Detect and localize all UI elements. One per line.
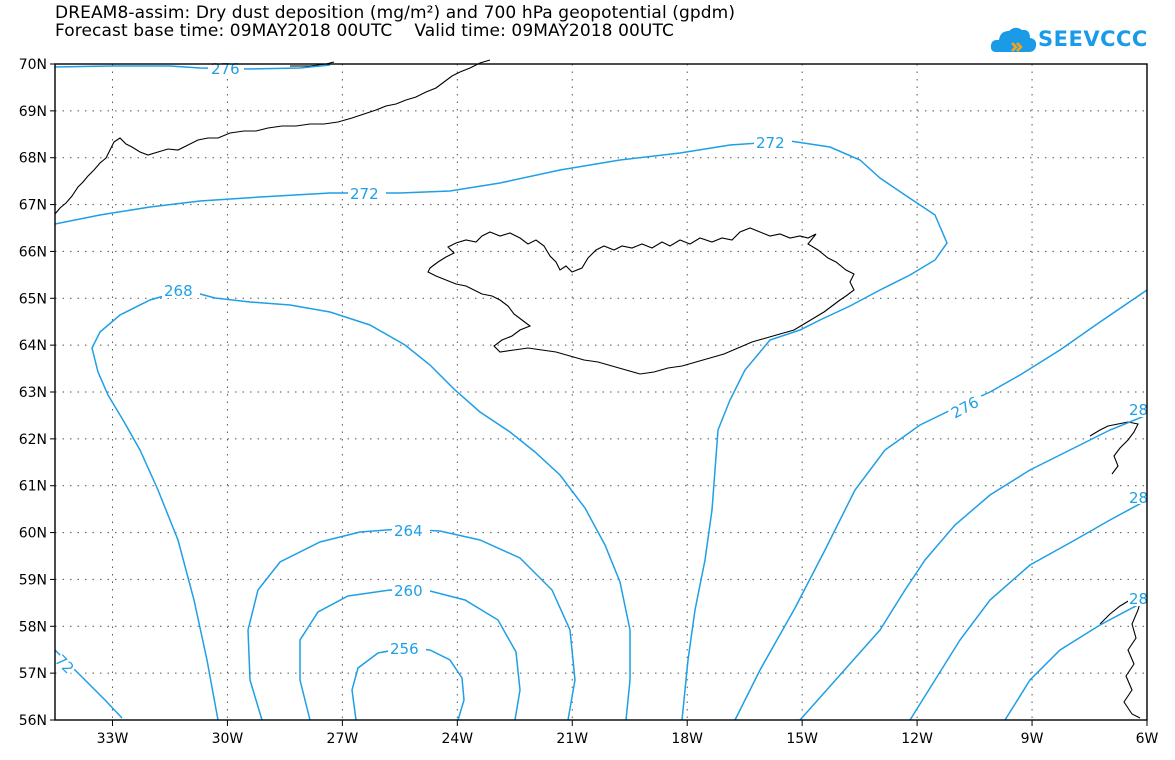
cloud-icon: [990, 27, 1037, 52]
lon-label: 12W: [901, 731, 933, 747]
contour-268-east: [184, 289, 631, 721]
lat-label: 64N: [19, 338, 47, 354]
latitude-axis: 70N 69N 68N 67N 66N 65N 64N 63N 62N 61N 60N 59N 58N 5…: [19, 57, 55, 729]
chart-title-line-2: Forecast base time: 09MAY2018 00UTC Vali…: [55, 21, 674, 41]
lat-label: 65N: [19, 291, 47, 307]
lat-label: 56N: [19, 713, 47, 729]
contour-label-272-west: 272: [350, 185, 379, 203]
lat-label: 61N: [19, 479, 47, 495]
lat-label: 59N: [19, 572, 47, 588]
lat-label: 58N: [19, 619, 47, 635]
lat-label: 60N: [19, 526, 47, 542]
lon-label: 15W: [786, 731, 818, 747]
contour-label-276-top: 276: [211, 60, 240, 78]
graticule: [55, 64, 1147, 720]
longitude-axis: 33W 30W 27W 24W 21W 18W 15W 12W 9W 6W: [97, 720, 1159, 747]
lat-label: 63N: [19, 385, 47, 401]
map-frame: [54, 63, 1148, 721]
lon-label: 33W: [97, 731, 129, 747]
contour-labels: 276 272 272 268 264 260 256 276 72 28 28…: [51, 60, 1148, 678]
chart-title-line-1: DREAM8-assim: Dry dust deposition (mg/m²…: [55, 3, 736, 23]
lat-label: 67N: [19, 198, 47, 214]
contour-28x-a: [799, 414, 1148, 721]
contour-272-north: [54, 140, 948, 721]
norway-coast-north: [1089, 421, 1139, 475]
contour-28x-c: [1004, 599, 1148, 721]
norway-coast-south: [1099, 595, 1143, 719]
contour-label-272-north: 272: [756, 134, 785, 152]
contour-label-256: 256: [390, 640, 419, 658]
contour-28x-b: [909, 499, 1148, 721]
lon-label: 24W: [441, 731, 473, 747]
contour-276-top: [54, 64, 331, 70]
lon-label: 30W: [212, 731, 244, 747]
greenland-coast-top: [290, 61, 335, 67]
logo-text: SEEVCCC: [1038, 27, 1148, 51]
lon-label: 18W: [671, 731, 703, 747]
contour-label-28-a: 28: [1129, 401, 1148, 419]
lon-label: 6W: [1136, 731, 1159, 747]
contour-label-260: 260: [394, 582, 423, 600]
iceland-coast: [427, 227, 855, 375]
lon-label: 21W: [556, 731, 588, 747]
contour-label-28-b: 28: [1129, 489, 1148, 507]
lat-label: 57N: [19, 666, 47, 682]
contour-label-264: 264: [394, 522, 423, 540]
lat-label: 69N: [19, 104, 47, 120]
contour-276-east: [734, 289, 1148, 721]
contour-264: [247, 528, 576, 721]
contour-label-268: 268: [164, 282, 193, 300]
contour-256: [351, 647, 465, 721]
lon-label: 27W: [327, 731, 359, 747]
lat-label: 66N: [19, 244, 47, 260]
lat-label: 68N: [19, 151, 47, 167]
seevccc-logo: SEEVCCC: [990, 20, 1147, 60]
greenland-coast: [54, 59, 491, 215]
lon-label: 9W: [1021, 731, 1044, 747]
geopotential-contours: [54, 64, 1148, 721]
lat-label: 62N: [19, 432, 47, 448]
lat-label: 70N: [19, 57, 47, 73]
coastlines: [54, 59, 1143, 719]
contour-268: [91, 289, 219, 721]
contour-label-28-c: 28: [1129, 590, 1148, 608]
